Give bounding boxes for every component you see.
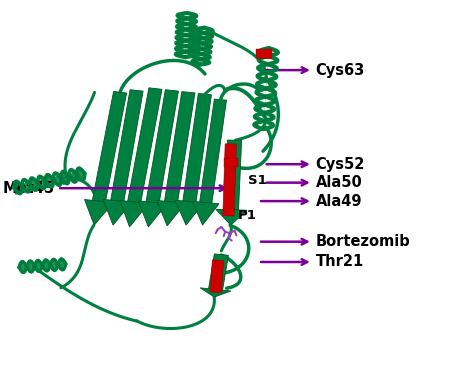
Bar xyxy=(224,158,238,167)
Polygon shape xyxy=(84,200,113,225)
Polygon shape xyxy=(120,200,148,227)
Polygon shape xyxy=(146,90,179,203)
Polygon shape xyxy=(103,199,132,225)
Polygon shape xyxy=(92,92,127,202)
Polygon shape xyxy=(138,201,167,227)
Polygon shape xyxy=(111,90,143,201)
Polygon shape xyxy=(224,140,242,210)
Text: Cys52: Cys52 xyxy=(267,157,365,172)
Text: S1: S1 xyxy=(248,174,267,187)
Text: Met45: Met45 xyxy=(2,181,225,196)
Polygon shape xyxy=(157,200,186,226)
Polygon shape xyxy=(257,49,271,58)
Text: Bortezomib: Bortezomib xyxy=(261,234,410,249)
Polygon shape xyxy=(128,88,162,203)
Polygon shape xyxy=(183,93,211,202)
Polygon shape xyxy=(210,260,224,293)
Bar xyxy=(256,49,272,58)
Polygon shape xyxy=(223,144,236,216)
Polygon shape xyxy=(164,92,195,203)
Polygon shape xyxy=(216,209,247,225)
Polygon shape xyxy=(200,288,231,297)
Polygon shape xyxy=(192,201,219,225)
Polygon shape xyxy=(175,200,204,225)
Text: Ala50: Ala50 xyxy=(267,175,362,190)
Polygon shape xyxy=(200,99,227,203)
Text: P1: P1 xyxy=(238,209,257,223)
Polygon shape xyxy=(209,254,228,290)
Text: Thr21: Thr21 xyxy=(261,255,364,269)
Text: Cys63: Cys63 xyxy=(261,63,365,77)
Text: Ala49: Ala49 xyxy=(261,194,362,208)
